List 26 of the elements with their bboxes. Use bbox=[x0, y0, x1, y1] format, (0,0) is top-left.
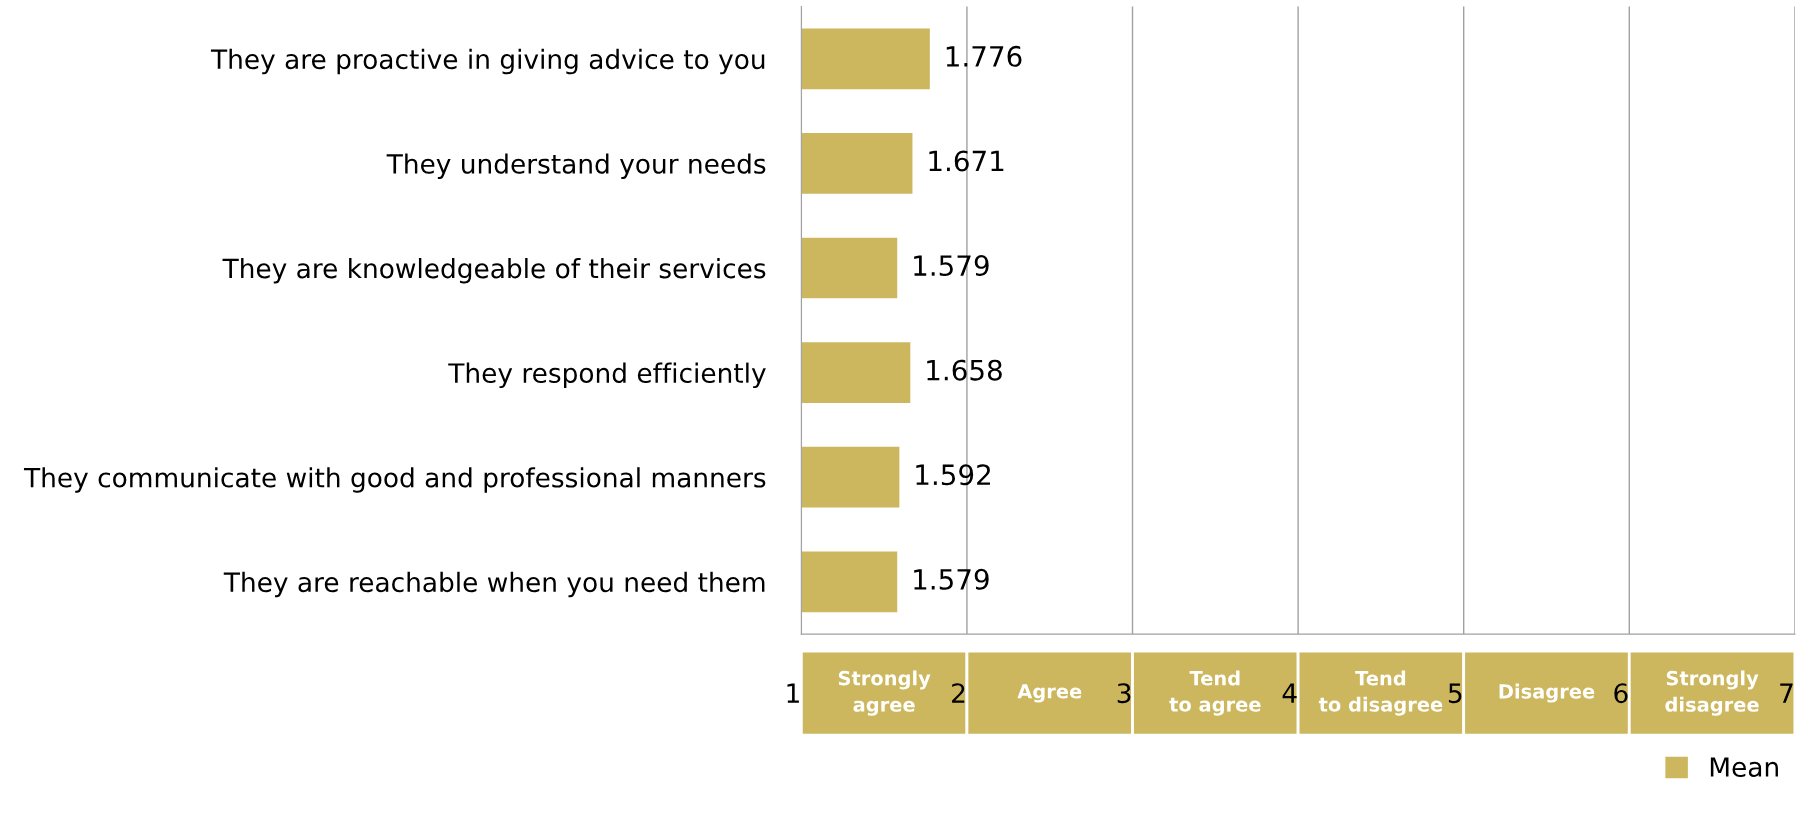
data-label: 1.579 bbox=[914, 568, 989, 590]
data-label: 1.579 bbox=[914, 255, 989, 277]
text: Strongly disagree bbox=[1665, 670, 1759, 716]
text: Agree bbox=[1017, 684, 1082, 703]
data-label: 1.592 bbox=[916, 464, 990, 486]
legend-label: Mean bbox=[1710, 757, 1778, 777]
y-tick-label: They are knowledgeable of their services bbox=[222, 257, 766, 284]
y-tick-label: They are reachable when you need them bbox=[223, 571, 765, 598]
x-tick-label: 4 bbox=[1282, 683, 1297, 703]
text: Tend to agree bbox=[1169, 670, 1261, 716]
x-tick-label: 5 bbox=[1448, 683, 1462, 704]
data-label: 1.776 bbox=[946, 45, 1022, 67]
text: Strongly agree bbox=[838, 670, 931, 716]
text: Tend to disagree bbox=[1318, 670, 1443, 716]
y-tick-label: They respond efficiently bbox=[448, 362, 766, 389]
x-tick-label: 2 bbox=[952, 683, 965, 703]
y-tick-label: They communicate with good and professional manners bbox=[23, 467, 766, 493]
data-label: 1.658 bbox=[927, 359, 1002, 381]
x-tick-label: 7 bbox=[1780, 683, 1793, 703]
y-tick-label: They are proactive in giving advice to you bbox=[210, 48, 765, 75]
x-tick-label: 6 bbox=[1614, 683, 1628, 704]
x-tick-label: 1 bbox=[787, 683, 799, 703]
y-tick-label: They understand your needs bbox=[386, 153, 766, 179]
text: Disagree bbox=[1499, 683, 1595, 703]
data-label: 1.671 bbox=[929, 150, 1004, 172]
x-tick-label: 3 bbox=[1117, 683, 1131, 704]
